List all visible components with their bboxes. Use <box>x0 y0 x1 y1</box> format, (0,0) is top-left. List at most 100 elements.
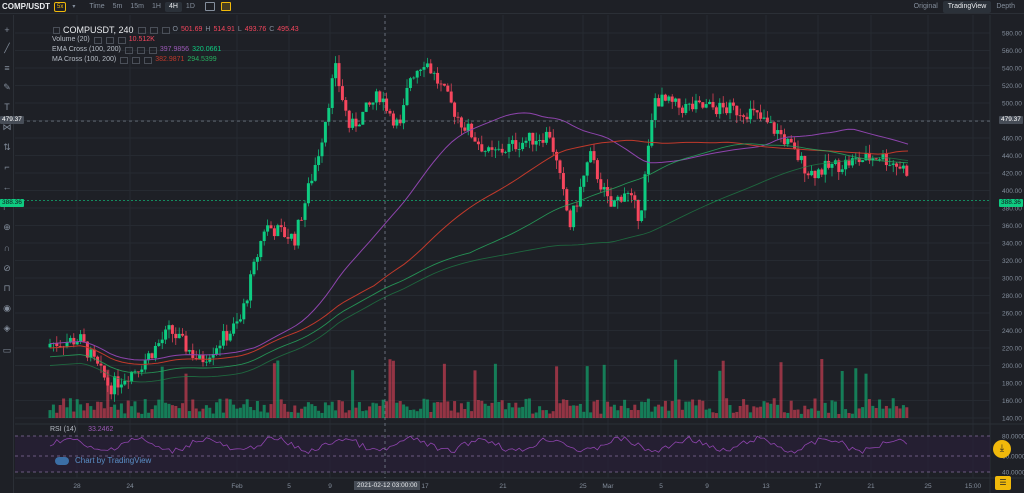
candle-body <box>599 179 603 190</box>
candle-body <box>633 195 637 200</box>
view-original[interactable]: Original <box>913 3 938 10</box>
volume-bar <box>201 408 205 418</box>
timeframe-15m[interactable]: 15m <box>130 2 145 10</box>
volume-bar <box>408 409 412 418</box>
volume-bar <box>830 400 834 418</box>
volume-bar <box>521 406 525 418</box>
fib-icon[interactable]: ≡ <box>4 63 10 73</box>
trash-icon[interactable]: ▭ <box>2 345 12 355</box>
volume-bar <box>72 411 76 418</box>
candle-body <box>544 131 548 143</box>
close-icon[interactable] <box>161 26 170 34</box>
volume-bar <box>422 398 426 418</box>
timeframe-1d[interactable]: 1D <box>185 2 195 10</box>
settings-icon[interactable] <box>105 36 114 44</box>
brush-icon[interactable]: ✎ <box>3 82 11 92</box>
magnet-icon[interactable]: ∩ <box>3 243 11 253</box>
candle-body <box>905 165 909 176</box>
volume-bar <box>62 398 66 418</box>
settings-icon[interactable] <box>149 26 158 34</box>
close-icon[interactable] <box>144 56 153 64</box>
time-axis-label: 15:00 <box>965 483 982 490</box>
crosshair-icon[interactable]: + <box>4 25 10 35</box>
candle-body <box>609 196 613 207</box>
timeframe-4h[interactable]: 4H <box>164 1 182 12</box>
download-icon[interactable]: ⤓ <box>993 440 1011 458</box>
volume-bar <box>388 359 392 418</box>
chevron-down-icon[interactable]: ▾ <box>72 4 76 10</box>
settings-icon[interactable] <box>132 56 141 64</box>
chat-icon[interactable]: ☰ <box>995 476 1011 490</box>
back-icon[interactable]: ← <box>2 182 12 192</box>
candle-body <box>242 303 246 320</box>
eye-icon[interactable] <box>137 26 146 34</box>
indicator-settings-icon[interactable] <box>204 2 215 11</box>
close-icon[interactable] <box>117 36 126 44</box>
volume-bar <box>837 413 841 418</box>
timeframe-1h[interactable]: 1H <box>152 2 161 10</box>
volume-bar <box>123 413 127 418</box>
volume-bar <box>796 409 800 418</box>
volume-value: 10.512K <box>128 36 155 43</box>
eye-icon[interactable]: ◉ <box>3 303 11 313</box>
settings-icon[interactable] <box>136 46 145 54</box>
candle-body <box>449 91 453 103</box>
price-axis-label: 200.00 <box>1002 363 1022 370</box>
candle-body <box>364 102 368 112</box>
text-icon[interactable]: T <box>4 102 10 112</box>
candle-body <box>871 158 875 161</box>
volume-bar <box>660 406 664 418</box>
volume-bar <box>776 404 780 418</box>
candle-body <box>793 142 797 149</box>
last-price-tag-left: 388.36 <box>0 199 24 207</box>
view-depth[interactable]: Depth <box>996 3 1015 10</box>
time-axis-label: 21 <box>867 483 875 490</box>
crosshair-date-tag: 2021-02-12 03:00:00 <box>354 481 421 490</box>
volume-bar <box>619 405 623 418</box>
measure-icon[interactable]: ⊢ <box>3 202 11 212</box>
volume-bar <box>269 404 273 418</box>
last-price-tag: 388.36 <box>999 199 1023 207</box>
zoom-icon[interactable]: ⊕ <box>3 222 11 232</box>
eye-icon[interactable] <box>93 36 102 44</box>
prediction-icon[interactable]: ⇅ <box>3 142 11 152</box>
timeframe-5m[interactable]: 5m <box>112 2 123 10</box>
candle-body <box>266 225 270 232</box>
volume-bar <box>296 412 300 418</box>
eye-icon[interactable] <box>120 56 129 64</box>
volume-bar <box>276 360 280 418</box>
chart-canvas[interactable]: 580.00560.00540.00520.00500.00480.00460.… <box>15 15 1024 493</box>
eye-icon[interactable] <box>124 46 133 54</box>
candle-body <box>531 132 535 145</box>
volume-bar <box>765 402 769 418</box>
candle-body <box>201 354 205 363</box>
volume-bar <box>85 403 89 418</box>
close-icon[interactable] <box>148 46 157 54</box>
volume-bar <box>803 405 807 418</box>
volume-bar <box>592 401 596 418</box>
tradingview-watermark[interactable]: Chart by TradingView <box>55 456 151 465</box>
timeframe-time[interactable]: Time <box>89 2 105 10</box>
candle-body <box>79 334 83 342</box>
chart-settings-icon[interactable] <box>220 2 231 11</box>
volume-bar <box>657 404 661 418</box>
volume-bar <box>674 359 678 418</box>
layers-icon[interactable]: ◈ <box>3 323 11 333</box>
candle-body <box>670 96 674 102</box>
pattern-icon[interactable]: ⋈ <box>2 122 12 132</box>
lock-icon[interactable]: ⊓ <box>3 283 11 293</box>
volume-bar <box>133 401 137 418</box>
pair-selector[interactable]: COMP/USDT <box>2 2 50 11</box>
leverage-badge[interactable]: 5x <box>54 1 67 12</box>
candle-body <box>850 158 854 166</box>
ruler-icon[interactable]: ⌐ <box>4 162 10 172</box>
view-tradingview[interactable]: TradingView <box>942 1 992 13</box>
collapse-icon[interactable] <box>53 26 60 34</box>
chart-area[interactable]: 580.00560.00540.00520.00500.00480.00460.… <box>15 15 1024 493</box>
candle-body <box>623 193 627 202</box>
lock-draw-icon[interactable]: ⊘ <box>3 263 11 273</box>
volume-bar <box>79 404 83 418</box>
time-axis-label: 5 <box>287 483 291 490</box>
volume-bar <box>334 410 338 418</box>
trend-line-icon[interactable]: ╱ <box>4 43 10 53</box>
